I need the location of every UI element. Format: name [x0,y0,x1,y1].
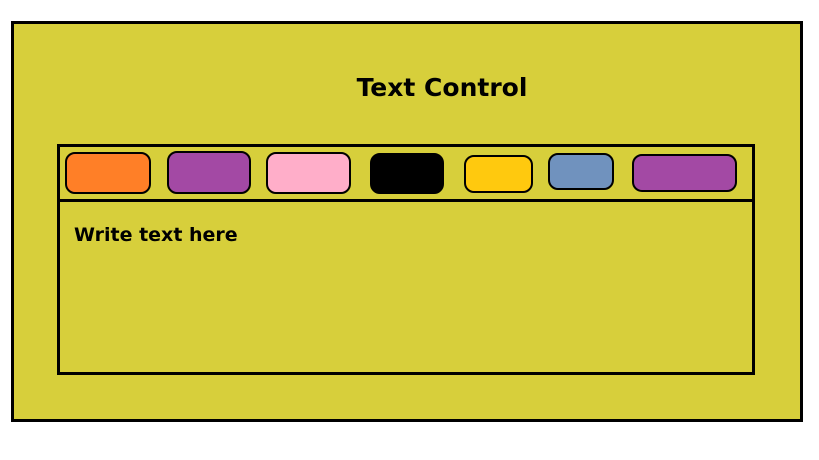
color-button-orange[interactable] [65,152,151,194]
color-button-blue[interactable] [548,153,614,190]
color-button-black[interactable] [370,153,444,194]
panel-title: Text Control [356,73,528,102]
color-button-pink[interactable] [266,152,351,194]
text-input-area[interactable]: Write text here [57,199,755,375]
color-button-purple[interactable] [167,151,251,194]
text-input-placeholder: Write text here [74,224,238,246]
color-button-purple-wide[interactable] [632,154,737,192]
color-button-yellow[interactable] [464,155,533,193]
color-toolbar [57,144,755,202]
text-control-panel: Text Control Write text here [11,21,803,422]
